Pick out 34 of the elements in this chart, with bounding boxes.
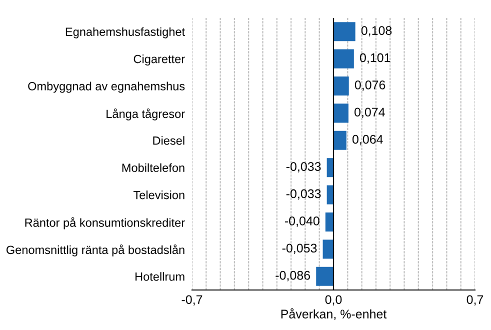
y-tick-label: Hotellrum <box>136 272 184 281</box>
y-tick-label: Långa tågresor <box>106 108 185 120</box>
y-tick-label: Egnahemshusfastighet <box>66 27 185 38</box>
x-tick-label: 0,0 <box>325 295 342 306</box>
bar <box>334 22 356 42</box>
data-label: -0,033 <box>286 162 321 172</box>
bar <box>322 240 334 259</box>
data-label: -0,086 <box>276 270 310 282</box>
bar <box>326 185 334 204</box>
data-label: 0,074 <box>354 108 385 118</box>
bar <box>316 266 334 286</box>
y-tick-label: Television <box>133 190 184 200</box>
data-label: 0,101 <box>360 53 390 64</box>
x-tick-label: 0,7 <box>466 295 484 306</box>
data-label: -0,033 <box>286 189 321 200</box>
bar <box>326 158 334 178</box>
bar <box>334 130 346 150</box>
y-tick-label: Ombyggnad av egnahemshus <box>28 82 185 93</box>
data-label: 0,108 <box>361 26 392 36</box>
y-tick-label: Genomsnittlig ränta på bostadslån <box>6 244 184 256</box>
y-tick-label: Diesel <box>153 136 184 145</box>
bar <box>325 212 334 232</box>
bar <box>334 76 349 96</box>
data-label: -0,053 <box>282 244 317 254</box>
bar <box>334 104 348 123</box>
data-label: 0,064 <box>352 134 383 146</box>
data-label: -0,040 <box>284 216 320 227</box>
x-tick-label: -0,7 <box>182 295 202 306</box>
x-axis-title: Påverkan, %-enhet <box>281 308 387 320</box>
y-tick-label: Cigaretter <box>134 54 185 66</box>
bar <box>334 49 354 68</box>
data-label: 0,076 <box>354 80 386 91</box>
y-tick-label: Räntor på konsumtionskrediter <box>25 217 185 230</box>
y-tick-label: Mobiltelefon <box>122 163 184 172</box>
